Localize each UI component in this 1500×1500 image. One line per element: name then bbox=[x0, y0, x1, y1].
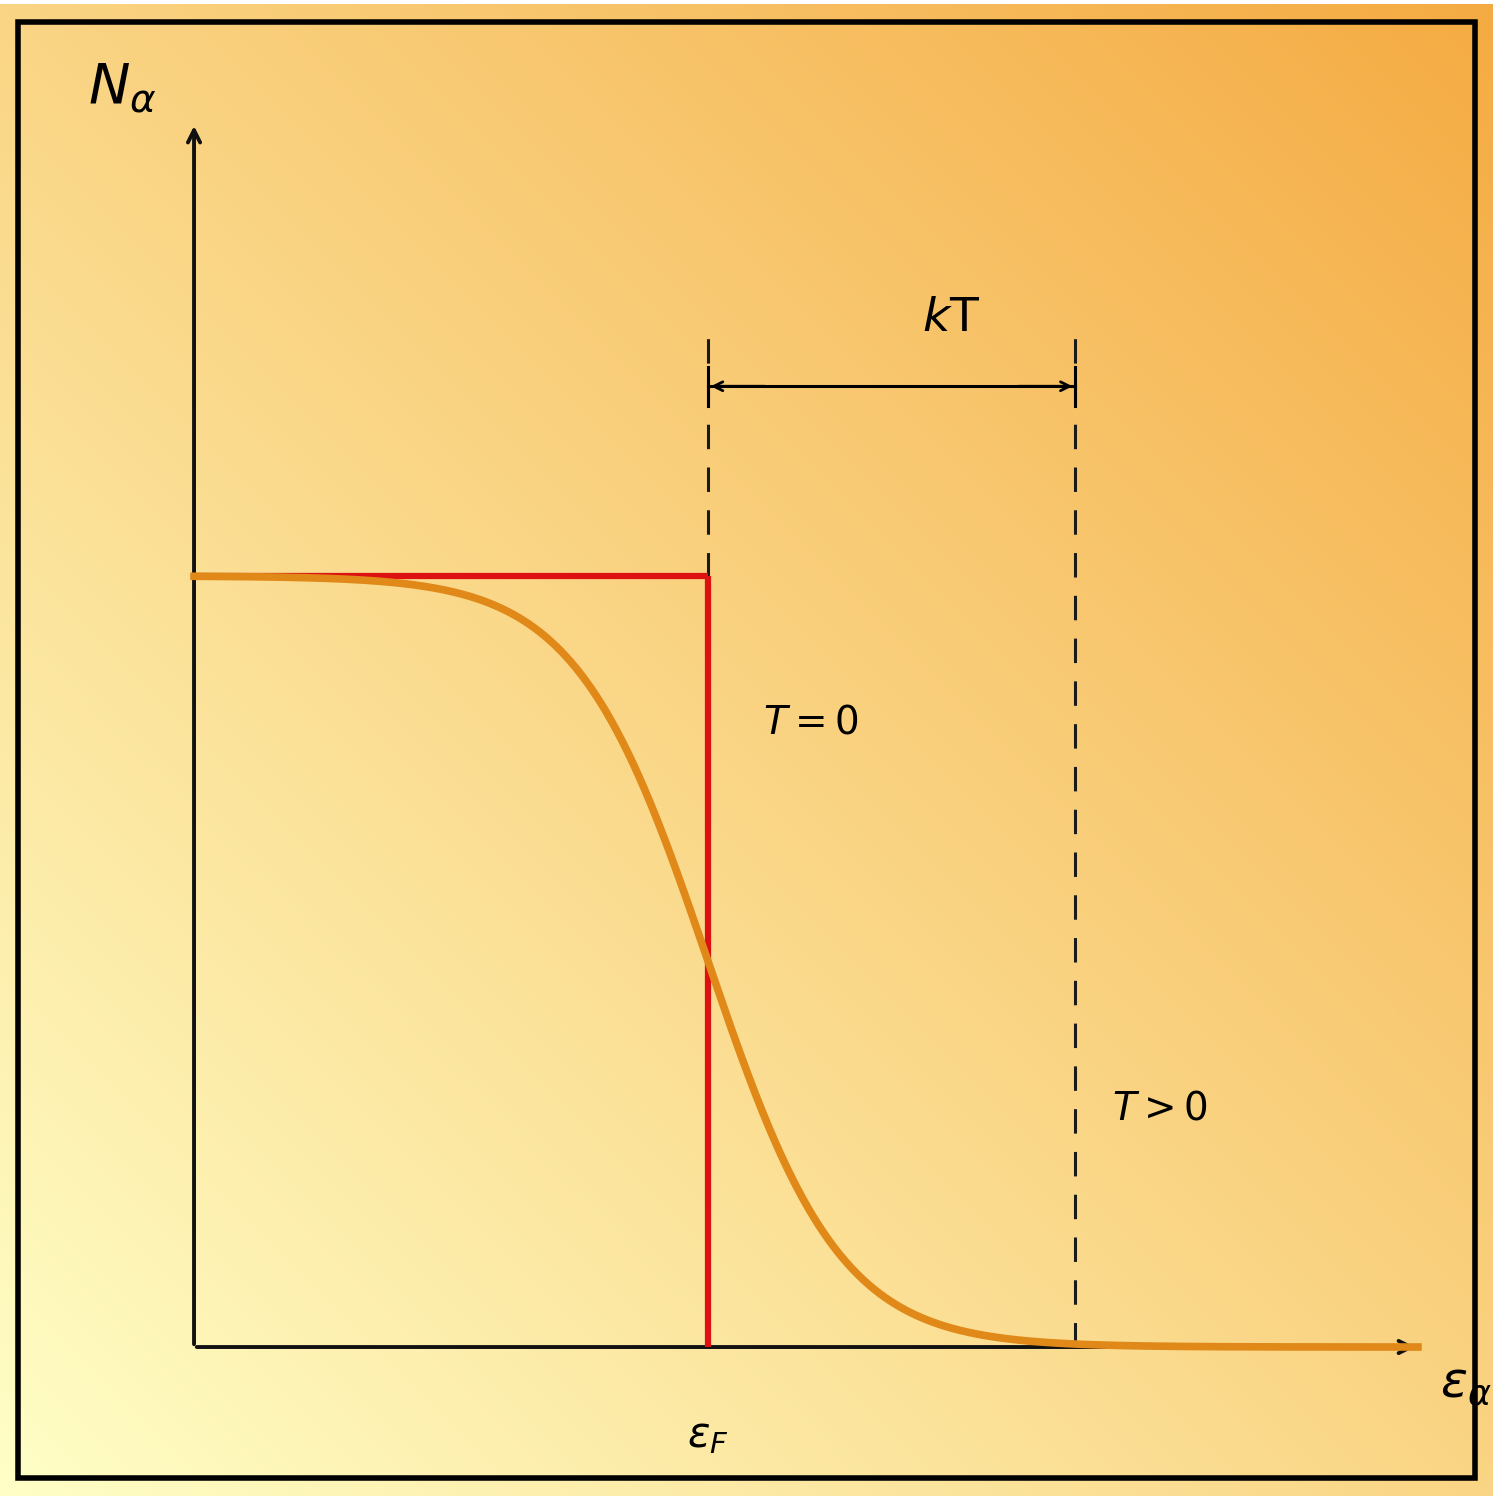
Text: $\epsilon_F$: $\epsilon_F$ bbox=[687, 1414, 729, 1456]
Text: $T = 0$: $T = 0$ bbox=[764, 704, 858, 742]
Text: $T > 0$: $T > 0$ bbox=[1112, 1089, 1208, 1128]
Text: $N_\alpha$: $N_\alpha$ bbox=[88, 62, 156, 116]
Text: $k\mathrm{T}$: $k\mathrm{T}$ bbox=[922, 297, 981, 342]
Text: $\epsilon_\alpha$: $\epsilon_\alpha$ bbox=[1440, 1360, 1492, 1408]
